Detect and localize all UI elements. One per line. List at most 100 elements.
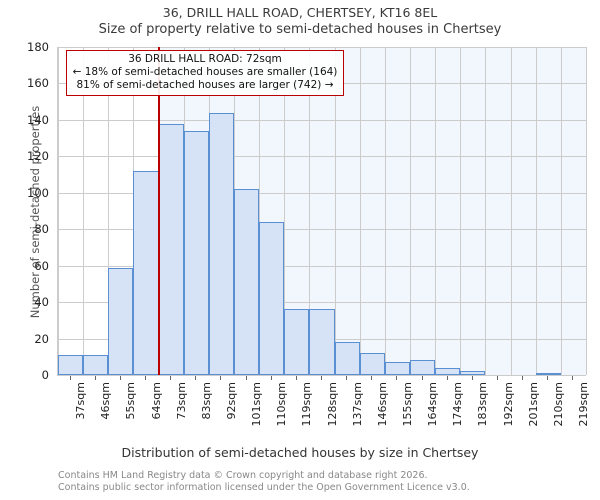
gridline-vertical [309,47,310,375]
y-axis-tick: 20 [34,331,49,346]
gridline-horizontal [58,119,586,121]
x-axis-tickmark [471,376,473,380]
histogram-bar [133,170,159,375]
gridline-horizontal [58,47,586,48]
x-axis-tick: 55sqm [124,382,138,420]
histogram-bar [360,353,385,375]
x-axis-tickmark [245,376,247,380]
gridline-horizontal [58,265,586,267]
footer-copyright-line-2: Contains public sector information licen… [58,482,470,493]
chart-title: 36, DRILL HALL ROAD, CHERTSEY, KT16 8EL [162,5,438,20]
x-axis-tick: 137sqm [350,382,364,427]
y-axis-tick: 100 [27,185,49,200]
plot-area [57,47,587,376]
x-axis-tickmark [421,376,423,380]
gridline-vertical [511,47,512,375]
x-axis-tickmark [94,376,96,380]
x-axis-tickmark [170,376,172,380]
y-axis-tick: 160 [27,76,49,91]
x-axis-tickmark [572,376,574,380]
gridline-vertical [335,47,336,375]
y-axis-tick: 60 [34,258,49,273]
gridline-vertical [586,47,587,375]
y-axis-tick: 40 [34,295,49,310]
x-axis-tickmark [145,376,146,380]
histogram-bar [309,309,335,375]
x-axis-tick: 119sqm [300,382,314,427]
x-axis-tick: 164sqm [426,382,440,427]
histogram-bar [83,354,108,375]
x-axis-tick: 73sqm [174,382,188,420]
x-axis-tick: 192sqm [501,382,515,427]
histogram-bar [184,130,209,375]
x-axis-tick: 101sqm [250,382,264,427]
annotation-line-1: 36 DRILL HALL ROAD: 72sqm [128,53,282,65]
x-axis-tick: 128sqm [325,382,339,427]
footer-copyright-line-1: Contains HM Land Registry data © Crown c… [58,470,428,481]
histogram-bar [234,189,259,375]
gridline-vertical [58,47,59,375]
gridline-vertical [410,47,411,375]
histogram-bar [284,309,309,375]
y-axis-tick: 180 [27,40,49,54]
chart-subtitle: Size of property relative to semi-detach… [98,22,502,37]
gridline-vertical [561,47,562,375]
gridline-vertical [83,47,84,375]
x-axis-tick: 64sqm [149,382,163,420]
gridline-vertical [435,47,436,375]
x-axis-tickmark [270,376,272,380]
histogram-bar [385,362,410,375]
x-axis-tickmark [295,376,297,380]
gridline-vertical [536,47,537,375]
gridline-vertical [485,47,486,375]
gridline-vertical [385,47,386,375]
x-axis-tick: 110sqm [275,382,289,427]
x-axis-tickmark [396,376,398,380]
histogram-bar [410,360,435,375]
x-axis-tickmark [119,376,121,380]
x-axis-tickmark [195,376,197,380]
x-axis-tick: 155sqm [400,382,414,427]
gridline-horizontal [58,192,586,194]
x-axis-tick: 83sqm [199,382,213,420]
annotation-line-2: ← 18% of semi-detached houses are smalle… [72,66,338,79]
histogram-bar [58,354,83,375]
x-axis-tick: 46sqm [99,382,113,420]
gridline-horizontal [58,156,586,158]
x-axis-tick: 146sqm [375,382,389,427]
gridline-vertical [259,47,260,375]
x-axis-tick: 183sqm [476,382,490,427]
x-axis-tick: 92sqm [224,382,238,420]
x-axis-tick: 210sqm [551,382,565,427]
x-axis-tickmark [522,376,524,380]
y-axis-tick: 140 [27,112,49,127]
gridline-vertical [108,47,109,375]
x-axis-tick: 37sqm [74,382,88,420]
histogram-bar [335,342,360,375]
y-axis-tick: 0 [41,368,49,382]
y-axis-tick: 80 [34,222,49,237]
histogram-bar [536,373,561,375]
gridline-vertical [360,47,361,375]
gridline-horizontal [58,375,586,376]
x-axis-tickmark [346,376,348,380]
y-axis-tick: 120 [27,149,49,164]
gridline-vertical [460,47,461,375]
histogram-bar [209,112,234,375]
x-axis-tick: 174sqm [451,382,465,427]
x-axis-tickmark [497,376,498,380]
x-axis-tickmark [69,376,71,380]
property-annotation-box: 36 DRILL HALL ROAD: 72sqm ← 18% of semi-… [66,50,344,97]
x-axis-tickmark [446,376,448,380]
gridline-horizontal [58,302,586,304]
x-axis-tick: 219sqm [576,382,590,427]
histogram-bar [435,367,460,375]
x-axis-tickmark [220,376,222,380]
histogram-bar [460,371,485,375]
x-axis-tickmark [321,376,322,380]
histogram-bar [259,221,284,375]
gridline-horizontal [58,229,586,231]
x-axis-tick: 201sqm [526,382,540,427]
property-size-marker-line [157,47,160,375]
